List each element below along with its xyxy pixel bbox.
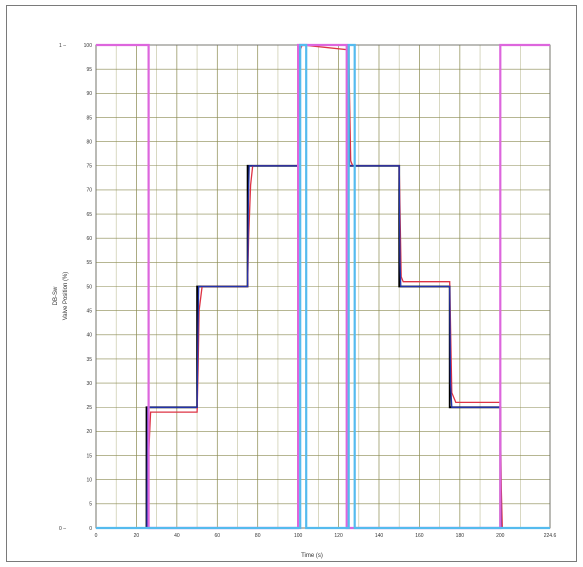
x-tick-label: 200: [496, 533, 505, 539]
tick-labels: 0 5 10 15 20 25 30 35 40 45 50 55 60 65 70 75 80 85 90 95 10…: [59, 43, 556, 539]
y-tick-label: 50: [86, 284, 92, 290]
chart-frame: 0 5 10 15 20 25 30 35 40 45 50 55 60 65 70 75 80 85 90 95 10…: [6, 5, 577, 562]
y-tick-label: 15: [86, 453, 92, 459]
y-tick-label: 0: [89, 526, 92, 532]
x-tick-label: 140: [375, 533, 384, 539]
secondary-y-tick-label: 1 –: [59, 43, 66, 49]
valve-position-chart: 0 5 10 15 20 25 30 35 40 45 50 55 60 65 70 75 80 85 90 95 10…: [53, 43, 556, 559]
y-axis-title: Valve Position (%): [63, 272, 69, 321]
series-group: [96, 43, 550, 530]
y-tick-label: 90: [86, 91, 92, 97]
y-tick-label: 40: [86, 333, 92, 339]
x-tick-label: 80: [255, 533, 261, 539]
y-tick-label: 25: [86, 405, 92, 411]
grid-lines: [95, 44, 551, 529]
y-tick-label: 60: [86, 236, 92, 242]
y-tick-label: 85: [86, 115, 92, 121]
y-tick-label: 70: [86, 188, 92, 194]
y-tick-label: 10: [86, 478, 92, 484]
y-tick-label: 5: [89, 502, 92, 508]
x-tick-label: 0: [95, 533, 98, 539]
y-tick-label: 80: [86, 139, 92, 145]
x-tick-label: 20: [134, 533, 140, 539]
x-tick-label: 100: [294, 533, 303, 539]
x-tick-label: 40: [174, 533, 180, 539]
y-tick-label: 45: [86, 308, 92, 314]
series-line: [96, 43, 550, 530]
x-tick-label: 120: [334, 533, 343, 539]
secondary-y-axis-title: DB-Sw: [53, 286, 59, 305]
x-axis-title: Time (s): [301, 553, 323, 559]
x-tick-label: 60: [215, 533, 221, 539]
x-tick-label: 224.6: [544, 533, 557, 539]
series-line: [96, 43, 550, 530]
y-tick-label: 100: [84, 43, 93, 49]
y-tick-label: 35: [86, 357, 92, 363]
y-tick-label: 75: [86, 164, 92, 170]
y-tick-label: 20: [86, 429, 92, 435]
y-tick-label: 95: [86, 67, 92, 73]
secondary-y-tick-label: 0 –: [59, 526, 66, 532]
y-tick-label: 55: [86, 260, 92, 266]
y-tick-label: 65: [86, 212, 92, 218]
y-tick-label: 30: [86, 381, 92, 387]
x-tick-label: 160: [415, 533, 424, 539]
x-tick-label: 180: [456, 533, 465, 539]
